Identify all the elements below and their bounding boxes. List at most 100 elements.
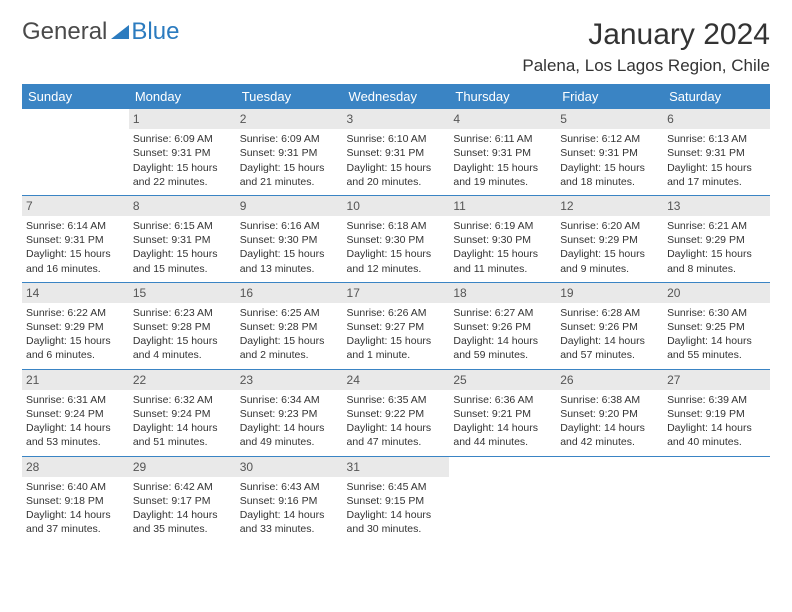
- day-number: 6: [663, 109, 770, 129]
- daylight-text: Daylight: 15 hours and 12 minutes.: [347, 247, 446, 275]
- calendar-day-cell: 19Sunrise: 6:28 AMSunset: 9:26 PMDayligh…: [556, 282, 663, 369]
- daylight-text: Daylight: 14 hours and 42 minutes.: [560, 421, 659, 449]
- logo-part2: Blue: [131, 18, 179, 46]
- sunrise-text: Sunrise: 6:38 AM: [560, 393, 659, 407]
- sunrise-text: Sunrise: 6:09 AM: [133, 132, 232, 146]
- page-header: General Blue January 2024 Palena, Los La…: [22, 18, 770, 76]
- daylight-text: Daylight: 14 hours and 51 minutes.: [133, 421, 232, 449]
- sunset-text: Sunset: 9:23 PM: [240, 407, 339, 421]
- calendar-day-cell: 3Sunrise: 6:10 AMSunset: 9:31 PMDaylight…: [343, 109, 450, 195]
- calendar-week-row: 7Sunrise: 6:14 AMSunset: 9:31 PMDaylight…: [22, 195, 770, 282]
- daylight-text: Daylight: 15 hours and 11 minutes.: [453, 247, 552, 275]
- sunrise-text: Sunrise: 6:45 AM: [347, 480, 446, 494]
- daylight-text: Daylight: 15 hours and 2 minutes.: [240, 334, 339, 362]
- daylight-text: Daylight: 15 hours and 21 minutes.: [240, 161, 339, 189]
- calendar-day-cell: 13Sunrise: 6:21 AMSunset: 9:29 PMDayligh…: [663, 195, 770, 282]
- sunset-text: Sunset: 9:19 PM: [667, 407, 766, 421]
- daylight-text: Daylight: 14 hours and 59 minutes.: [453, 334, 552, 362]
- sunset-text: Sunset: 9:31 PM: [667, 146, 766, 160]
- sunset-text: Sunset: 9:29 PM: [560, 233, 659, 247]
- sunset-text: Sunset: 9:31 PM: [347, 146, 446, 160]
- calendar-day-cell: 9Sunrise: 6:16 AMSunset: 9:30 PMDaylight…: [236, 195, 343, 282]
- calendar-day-cell: 10Sunrise: 6:18 AMSunset: 9:30 PMDayligh…: [343, 195, 450, 282]
- weekday-header: Wednesday: [343, 84, 450, 109]
- calendar-day-cell: 26Sunrise: 6:38 AMSunset: 9:20 PMDayligh…: [556, 369, 663, 456]
- daylight-text: Daylight: 15 hours and 16 minutes.: [26, 247, 125, 275]
- calendar-week-row: 28Sunrise: 6:40 AMSunset: 9:18 PMDayligh…: [22, 456, 770, 542]
- day-number: 1: [129, 109, 236, 129]
- calendar-day-cell: 21Sunrise: 6:31 AMSunset: 9:24 PMDayligh…: [22, 369, 129, 456]
- calendar-week-row: 14Sunrise: 6:22 AMSunset: 9:29 PMDayligh…: [22, 282, 770, 369]
- daylight-text: Daylight: 14 hours and 35 minutes.: [133, 508, 232, 536]
- calendar-day-cell: 4Sunrise: 6:11 AMSunset: 9:31 PMDaylight…: [449, 109, 556, 195]
- day-number: 7: [22, 196, 129, 216]
- daylight-text: Daylight: 15 hours and 20 minutes.: [347, 161, 446, 189]
- calendar-day-cell: 1Sunrise: 6:09 AMSunset: 9:31 PMDaylight…: [129, 109, 236, 195]
- sunrise-text: Sunrise: 6:31 AM: [26, 393, 125, 407]
- weekday-header: Tuesday: [236, 84, 343, 109]
- calendar-day-cell: 5Sunrise: 6:12 AMSunset: 9:31 PMDaylight…: [556, 109, 663, 195]
- sunset-text: Sunset: 9:31 PM: [560, 146, 659, 160]
- day-number: 25: [449, 370, 556, 390]
- logo: General Blue: [22, 18, 179, 46]
- sunrise-text: Sunrise: 6:22 AM: [26, 306, 125, 320]
- calendar-day-cell: 25Sunrise: 6:36 AMSunset: 9:21 PMDayligh…: [449, 369, 556, 456]
- calendar-body: 1Sunrise: 6:09 AMSunset: 9:31 PMDaylight…: [22, 109, 770, 542]
- calendar-day-cell: 23Sunrise: 6:34 AMSunset: 9:23 PMDayligh…: [236, 369, 343, 456]
- sunset-text: Sunset: 9:26 PM: [560, 320, 659, 334]
- sunrise-text: Sunrise: 6:20 AM: [560, 219, 659, 233]
- sunrise-text: Sunrise: 6:10 AM: [347, 132, 446, 146]
- day-number: 18: [449, 283, 556, 303]
- sunrise-text: Sunrise: 6:25 AM: [240, 306, 339, 320]
- sunrise-text: Sunrise: 6:11 AM: [453, 132, 552, 146]
- sunset-text: Sunset: 9:15 PM: [347, 494, 446, 508]
- sunrise-text: Sunrise: 6:19 AM: [453, 219, 552, 233]
- sunrise-text: Sunrise: 6:27 AM: [453, 306, 552, 320]
- sunrise-text: Sunrise: 6:34 AM: [240, 393, 339, 407]
- day-number: 16: [236, 283, 343, 303]
- sunset-text: Sunset: 9:31 PM: [133, 146, 232, 160]
- sunrise-text: Sunrise: 6:13 AM: [667, 132, 766, 146]
- calendar-day-cell: 17Sunrise: 6:26 AMSunset: 9:27 PMDayligh…: [343, 282, 450, 369]
- calendar-day-cell: 16Sunrise: 6:25 AMSunset: 9:28 PMDayligh…: [236, 282, 343, 369]
- calendar-day-cell: 30Sunrise: 6:43 AMSunset: 9:16 PMDayligh…: [236, 456, 343, 542]
- sunrise-text: Sunrise: 6:32 AM: [133, 393, 232, 407]
- sunset-text: Sunset: 9:18 PM: [26, 494, 125, 508]
- calendar-day-cell: 28Sunrise: 6:40 AMSunset: 9:18 PMDayligh…: [22, 456, 129, 542]
- sunrise-text: Sunrise: 6:09 AM: [240, 132, 339, 146]
- calendar-day-cell: 29Sunrise: 6:42 AMSunset: 9:17 PMDayligh…: [129, 456, 236, 542]
- calendar-day-cell: 24Sunrise: 6:35 AMSunset: 9:22 PMDayligh…: [343, 369, 450, 456]
- calendar-day-cell: [22, 109, 129, 195]
- weekday-header: Monday: [129, 84, 236, 109]
- sunset-text: Sunset: 9:16 PM: [240, 494, 339, 508]
- calendar-day-cell: 18Sunrise: 6:27 AMSunset: 9:26 PMDayligh…: [449, 282, 556, 369]
- weekday-header: Saturday: [663, 84, 770, 109]
- calendar-day-cell: [449, 456, 556, 542]
- calendar-day-cell: 7Sunrise: 6:14 AMSunset: 9:31 PMDaylight…: [22, 195, 129, 282]
- sunset-text: Sunset: 9:30 PM: [453, 233, 552, 247]
- sunrise-text: Sunrise: 6:35 AM: [347, 393, 446, 407]
- day-number: 31: [343, 457, 450, 477]
- sunrise-text: Sunrise: 6:16 AM: [240, 219, 339, 233]
- sunset-text: Sunset: 9:31 PM: [133, 233, 232, 247]
- logo-triangle-icon: [111, 25, 129, 39]
- sunset-text: Sunset: 9:17 PM: [133, 494, 232, 508]
- calendar-day-cell: 12Sunrise: 6:20 AMSunset: 9:29 PMDayligh…: [556, 195, 663, 282]
- sunrise-text: Sunrise: 6:39 AM: [667, 393, 766, 407]
- day-number: 17: [343, 283, 450, 303]
- sunrise-text: Sunrise: 6:42 AM: [133, 480, 232, 494]
- day-number: 2: [236, 109, 343, 129]
- day-number: 15: [129, 283, 236, 303]
- sunrise-text: Sunrise: 6:23 AM: [133, 306, 232, 320]
- daylight-text: Daylight: 15 hours and 4 minutes.: [133, 334, 232, 362]
- sunrise-text: Sunrise: 6:21 AM: [667, 219, 766, 233]
- sunset-text: Sunset: 9:30 PM: [240, 233, 339, 247]
- daylight-text: Daylight: 14 hours and 37 minutes.: [26, 508, 125, 536]
- sunset-text: Sunset: 9:30 PM: [347, 233, 446, 247]
- daylight-text: Daylight: 14 hours and 30 minutes.: [347, 508, 446, 536]
- day-number: 30: [236, 457, 343, 477]
- day-number: 27: [663, 370, 770, 390]
- daylight-text: Daylight: 15 hours and 6 minutes.: [26, 334, 125, 362]
- daylight-text: Daylight: 15 hours and 1 minute.: [347, 334, 446, 362]
- daylight-text: Daylight: 14 hours and 40 minutes.: [667, 421, 766, 449]
